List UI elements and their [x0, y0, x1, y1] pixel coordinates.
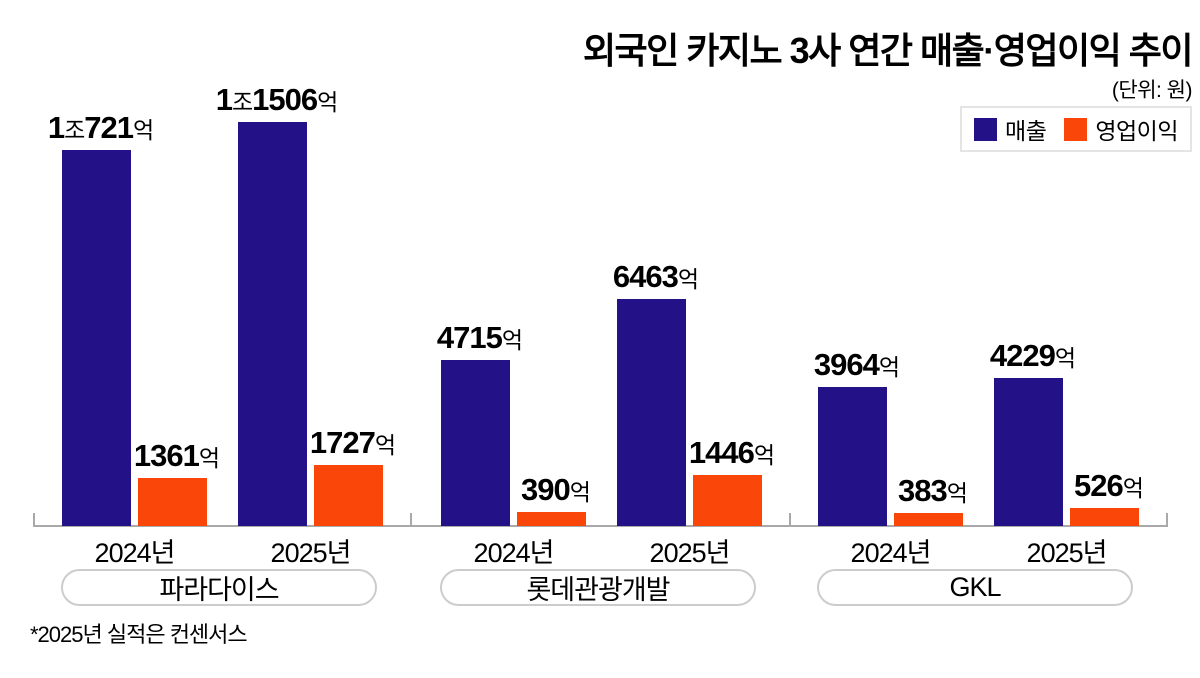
revenue-swatch-icon: [974, 117, 998, 141]
year-label: 2024년: [94, 538, 176, 568]
profit-value-label: 1446억: [688, 435, 775, 470]
revenue-bar: [818, 387, 887, 526]
chart-title: 외국인 카지노 3사 연간 매출·영업이익 추이: [582, 30, 1194, 71]
legend-label-revenue: 매출: [1005, 118, 1047, 144]
unit-note: (단위: 원): [1111, 79, 1193, 102]
company-pill: 파라다이스: [61, 569, 377, 606]
year-label: 2024년: [473, 538, 555, 568]
revenue-value-label: 1조1506억: [215, 82, 339, 117]
x-axis-line: [33, 525, 1168, 527]
profit-value-label: 1727억: [309, 425, 396, 460]
company-pill: 롯데관광개발: [440, 569, 756, 606]
legend-item-revenue: 매출: [974, 112, 1047, 146]
revenue-bar: [617, 299, 686, 526]
profit-bar: [314, 465, 383, 526]
legend-item-profit: 영업이익: [1064, 112, 1178, 146]
profit-bar: [1070, 508, 1139, 526]
profit-swatch-icon: [1064, 117, 1088, 141]
axis-tick: [789, 513, 791, 525]
legend-label-profit: 영업이익: [1095, 118, 1178, 144]
year-label: 2025년: [1026, 538, 1108, 568]
axis-tick: [1166, 513, 1168, 525]
revenue-bar: [994, 378, 1063, 526]
axis-tick: [33, 513, 35, 525]
footnote: *2025년 실적은 컨센서스: [30, 622, 248, 647]
profit-value-label: 1361억: [133, 438, 220, 473]
company-pill: GKL: [817, 569, 1133, 606]
revenue-bar: [238, 122, 307, 526]
profit-bar: [517, 512, 586, 526]
profit-value-label: 526억: [1074, 468, 1144, 503]
year-label: 2024년: [850, 538, 932, 568]
profit-bar: [138, 478, 207, 526]
year-label: 2025년: [270, 538, 352, 568]
revenue-value-label: 6463억: [612, 259, 699, 294]
year-label: 2025년: [649, 538, 731, 568]
profit-bar: [693, 475, 762, 526]
revenue-value-label: 3964억: [813, 347, 900, 382]
legend: 매출 영업이익: [960, 106, 1192, 152]
revenue-value-label: 1조721억: [47, 110, 154, 145]
revenue-value-label: 4229억: [989, 338, 1076, 373]
axis-tick: [410, 513, 412, 525]
profit-bar: [894, 513, 963, 526]
revenue-bar: [441, 360, 510, 526]
profit-value-label: 390억: [521, 472, 591, 507]
profit-value-label: 383억: [898, 473, 968, 508]
revenue-bar: [62, 150, 131, 526]
revenue-value-label: 4715억: [436, 320, 523, 355]
